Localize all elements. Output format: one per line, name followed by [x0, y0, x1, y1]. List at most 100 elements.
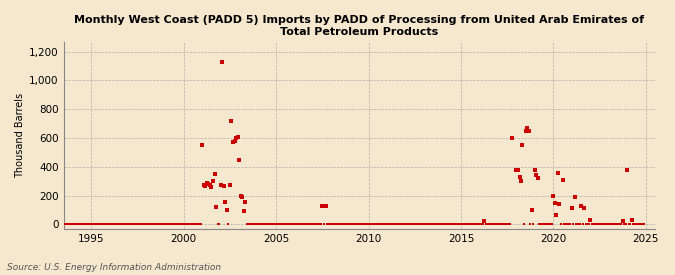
Point — [632, 222, 643, 227]
Point — [231, 136, 242, 140]
Point — [514, 175, 525, 179]
Point — [321, 222, 332, 227]
Point — [290, 222, 300, 227]
Point — [375, 222, 386, 227]
Point — [537, 222, 548, 227]
Point — [296, 222, 306, 227]
Point — [131, 222, 142, 227]
Point — [589, 222, 600, 227]
Point — [362, 222, 373, 227]
Point — [422, 222, 433, 227]
Point — [535, 222, 546, 227]
Point — [88, 222, 99, 227]
Point — [49, 222, 60, 227]
Point — [409, 222, 420, 227]
Point — [504, 222, 514, 227]
Point — [585, 218, 596, 222]
Point — [246, 222, 257, 227]
Point — [257, 222, 268, 227]
Point — [495, 222, 506, 227]
Point — [260, 222, 271, 227]
Point — [69, 222, 80, 227]
Point — [165, 222, 176, 227]
Point — [493, 222, 504, 227]
Point — [533, 176, 543, 180]
Point — [565, 222, 576, 227]
Point — [169, 222, 180, 227]
Point — [553, 170, 564, 175]
Point — [200, 184, 211, 188]
Point — [191, 222, 202, 227]
Point — [332, 222, 343, 227]
Point — [349, 222, 360, 227]
Point — [292, 222, 303, 227]
Point — [206, 185, 217, 189]
Point — [600, 222, 611, 227]
Point — [411, 222, 422, 227]
Point — [559, 222, 570, 227]
Point — [337, 222, 348, 227]
Point — [77, 222, 88, 227]
Point — [625, 222, 636, 227]
Point — [82, 222, 92, 227]
Point — [485, 222, 495, 227]
Point — [599, 222, 610, 227]
Point — [542, 222, 553, 227]
Point — [263, 222, 274, 227]
Point — [339, 222, 350, 227]
Point — [566, 206, 577, 210]
Point — [387, 222, 398, 227]
Point — [472, 222, 483, 227]
Point — [252, 222, 263, 227]
Point — [143, 222, 154, 227]
Point — [320, 204, 331, 208]
Point — [71, 222, 82, 227]
Point — [334, 222, 345, 227]
Point — [194, 222, 205, 227]
Point — [209, 172, 220, 176]
Point — [340, 222, 351, 227]
Point — [232, 134, 243, 139]
Point — [55, 222, 66, 227]
Point — [311, 222, 322, 227]
Point — [381, 222, 392, 227]
Point — [443, 222, 454, 227]
Point — [53, 222, 64, 227]
Point — [315, 222, 326, 227]
Point — [482, 222, 493, 227]
Point — [571, 222, 582, 227]
Point — [425, 222, 435, 227]
Point — [144, 222, 155, 227]
Point — [225, 183, 236, 188]
Point — [418, 222, 429, 227]
Point — [474, 222, 485, 227]
Point — [562, 222, 572, 227]
Point — [593, 222, 603, 227]
Point — [626, 218, 637, 222]
Point — [568, 222, 578, 227]
Point — [140, 222, 151, 227]
Point — [414, 222, 425, 227]
Point — [223, 222, 234, 227]
Point — [451, 222, 462, 227]
Point — [265, 222, 275, 227]
Point — [434, 222, 445, 227]
Point — [534, 222, 545, 227]
Point — [302, 222, 313, 227]
Point — [97, 222, 107, 227]
Point — [272, 222, 283, 227]
Point — [326, 222, 337, 227]
Point — [360, 222, 371, 227]
Point — [374, 222, 385, 227]
Point — [427, 222, 437, 227]
Point — [463, 222, 474, 227]
Point — [308, 222, 319, 227]
Point — [281, 222, 292, 227]
Point — [329, 222, 340, 227]
Point — [78, 222, 89, 227]
Point — [587, 222, 597, 227]
Point — [124, 222, 135, 227]
Point — [583, 222, 594, 227]
Point — [437, 222, 448, 227]
Point — [83, 222, 94, 227]
